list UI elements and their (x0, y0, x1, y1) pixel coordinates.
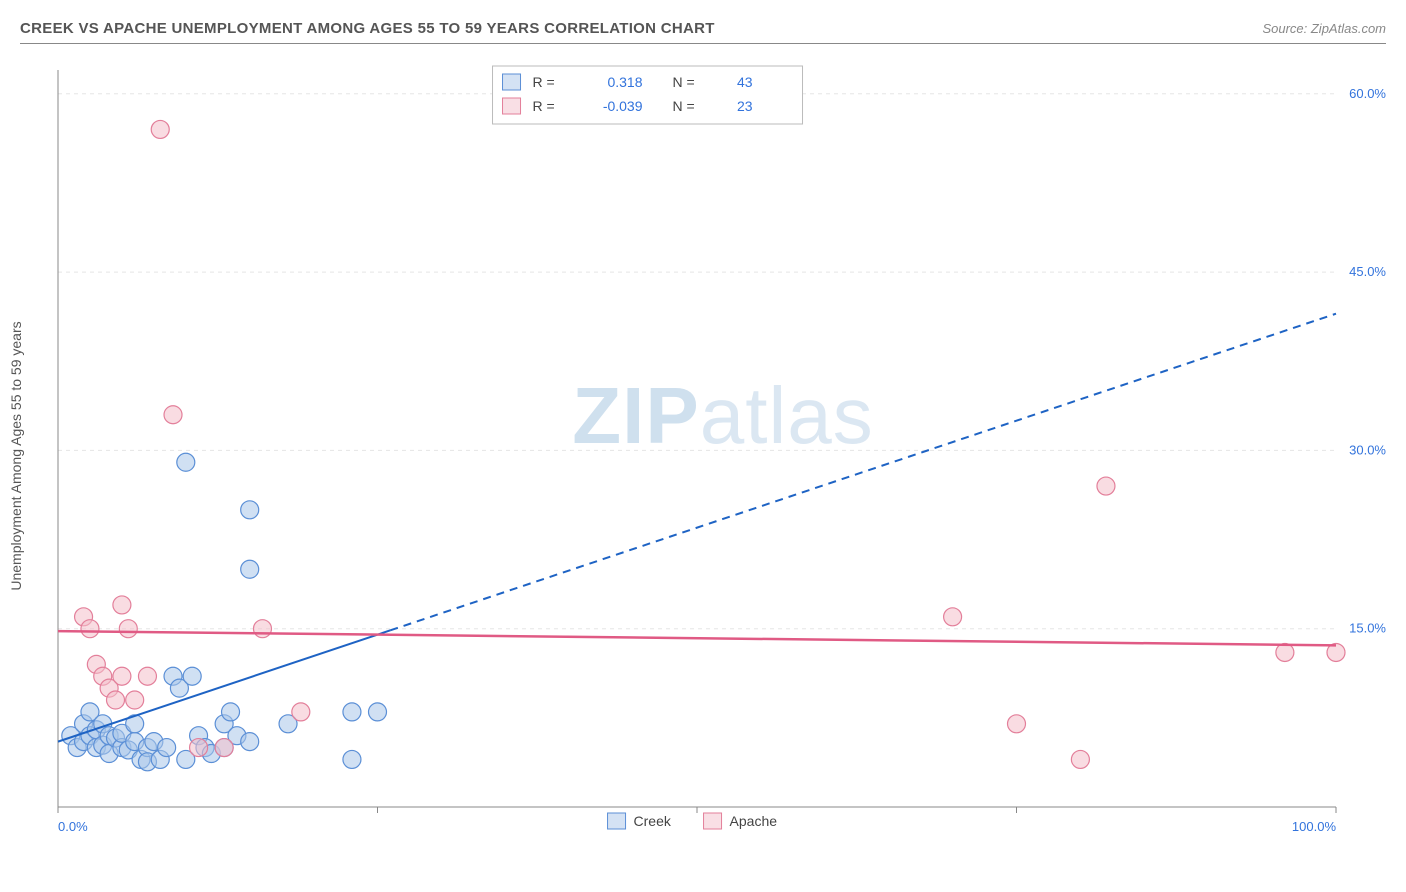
data-point (241, 560, 259, 578)
trend-line (58, 631, 1336, 645)
data-point (241, 733, 259, 751)
legend-n-label: N = (673, 98, 695, 114)
data-point (126, 691, 144, 709)
data-point (1071, 750, 1089, 768)
chart-title: CREEK VS APACHE UNEMPLOYMENT AMONG AGES … (20, 20, 715, 37)
data-point (292, 703, 310, 721)
legend-r-label: R = (533, 74, 555, 90)
trend-line-extrapolated (390, 314, 1336, 631)
y-axis-label: Unemployment Among Ages 55 to 59 years (8, 321, 24, 590)
data-point (113, 667, 131, 685)
legend-n-value: 23 (737, 98, 753, 114)
legend-r-value: 0.318 (607, 74, 642, 90)
scatter-plot-svg: 0.0% 100.0% 15.0% 30.0% 45.0% 60.0% R = 0.318 N … (50, 60, 1396, 852)
data-point (1097, 477, 1115, 495)
legend-r-label: R = (533, 98, 555, 114)
data-point (138, 667, 156, 685)
legend-swatch (503, 98, 521, 114)
chart-header: CREEK VS APACHE UNEMPLOYMENT AMONG AGES … (20, 20, 1386, 44)
xlegend-swatch (608, 813, 626, 829)
legend-n-label: N = (673, 74, 695, 90)
data-point (158, 739, 176, 757)
data-point (343, 703, 361, 721)
y-tick-label: 30.0% (1349, 442, 1386, 457)
data-point (113, 596, 131, 614)
x-tick-max: 100.0% (1292, 819, 1337, 834)
y-tick-label: 15.0% (1349, 621, 1386, 636)
data-point (183, 667, 201, 685)
data-point (1008, 715, 1026, 733)
data-point (222, 703, 240, 721)
xlegend-label: Creek (634, 813, 672, 829)
y-tick-label: 60.0% (1349, 86, 1386, 101)
data-point (164, 406, 182, 424)
legend-n-value: 43 (737, 74, 753, 90)
data-point (253, 620, 271, 638)
y-tick-label: 45.0% (1349, 264, 1386, 279)
data-point (369, 703, 387, 721)
data-point (81, 620, 99, 638)
data-point (241, 501, 259, 519)
xlegend-label: Apache (730, 813, 778, 829)
data-point (215, 739, 233, 757)
data-point (944, 608, 962, 626)
data-point (119, 620, 137, 638)
xlegend-swatch (704, 813, 722, 829)
chart-source: Source: ZipAtlas.com (1262, 21, 1386, 36)
x-tick-min: 0.0% (58, 819, 88, 834)
data-point (151, 120, 169, 138)
data-point (343, 750, 361, 768)
data-point (190, 739, 208, 757)
data-point (107, 691, 125, 709)
legend-r-value: -0.039 (603, 98, 643, 114)
data-point (1276, 643, 1294, 661)
data-point (177, 453, 195, 471)
legend-swatch (503, 74, 521, 90)
plot-area: Unemployment Among Ages 55 to 59 years Z… (50, 60, 1396, 852)
